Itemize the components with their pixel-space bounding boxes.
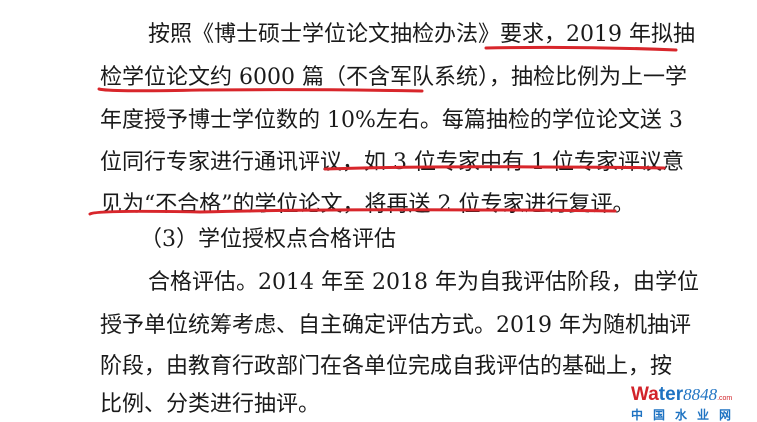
red-underline (484, 45, 678, 52)
logo-text: ter (658, 384, 684, 405)
logo-text: 8848 (683, 385, 718, 404)
red-underline (323, 165, 666, 171)
red-underline (88, 208, 617, 216)
red-underline (97, 87, 424, 93)
section-heading: （3）学位授权点合格评估 (140, 227, 396, 252)
logo-text: Wa (631, 384, 659, 405)
text-line: 授予单位统筹考虑、自主确定评估方式。2019 年为随机抽评 (100, 313, 691, 338)
text-line: 位同行专家进行通讯评议，如 3 位专家中有 1 位专家评议意 (100, 150, 684, 175)
text-line: 检学位论文约 6000 篇（不含军队系统），抽检比例为上一学 (100, 65, 687, 90)
text-line: 按照《博士硕士学位论文抽检办法》要求，2019 年拟抽 (148, 22, 695, 47)
text-line: 阶段，由教育行政部门在各单位完成自我评估的基础上，按 (100, 354, 673, 379)
text-line: 比例、分类进行抽评。 (100, 392, 321, 417)
water8848-logo: Water8848.com 中国水业网 (631, 385, 751, 422)
logo-chinese-text: 中国水业网 (631, 408, 742, 422)
logo-text: .com (717, 395, 733, 402)
text-line: 合格评估。2014 年至 2018 年为自我评估阶段，由学位 (148, 270, 699, 295)
text-line: 年度授予博士学位数的 10%左右。每篇抽检的学位论文送 3 (100, 108, 683, 133)
